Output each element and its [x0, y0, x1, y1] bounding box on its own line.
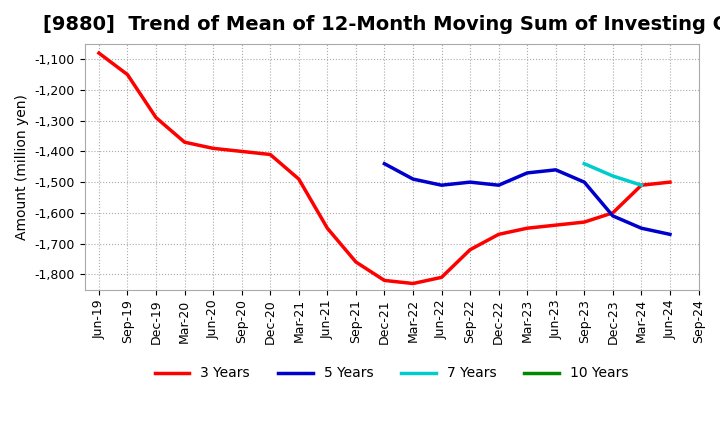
Line: 3 Years: 3 Years: [99, 53, 670, 283]
3 Years: [523, 226, 531, 231]
3 Years: [637, 183, 646, 188]
3 Years: [437, 275, 446, 280]
3 Years: [495, 232, 503, 237]
3 Years: [180, 139, 189, 145]
5 Years: [409, 176, 418, 182]
3 Years: [380, 278, 389, 283]
Y-axis label: Amount (million yen): Amount (million yen): [15, 94, 29, 240]
5 Years: [495, 183, 503, 188]
3 Years: [123, 72, 132, 77]
Legend: 3 Years, 5 Years, 7 Years, 10 Years: 3 Years, 5 Years, 7 Years, 10 Years: [149, 361, 634, 386]
3 Years: [665, 180, 674, 185]
3 Years: [608, 210, 617, 216]
5 Years: [523, 170, 531, 176]
3 Years: [552, 223, 560, 228]
5 Years: [608, 213, 617, 219]
5 Years: [665, 232, 674, 237]
3 Years: [294, 176, 303, 182]
3 Years: [466, 247, 474, 253]
5 Years: [437, 183, 446, 188]
Line: 7 Years: 7 Years: [585, 164, 642, 185]
3 Years: [266, 152, 274, 157]
5 Years: [466, 180, 474, 185]
7 Years: [608, 173, 617, 179]
5 Years: [380, 161, 389, 166]
5 Years: [552, 167, 560, 172]
5 Years: [637, 226, 646, 231]
3 Years: [409, 281, 418, 286]
3 Years: [152, 115, 161, 120]
3 Years: [209, 146, 217, 151]
3 Years: [323, 226, 332, 231]
5 Years: [580, 180, 589, 185]
7 Years: [637, 183, 646, 188]
Title: [9880]  Trend of Mean of 12-Month Moving Sum of Investing CF: [9880] Trend of Mean of 12-Month Moving …: [43, 15, 720, 34]
3 Years: [580, 220, 589, 225]
7 Years: [580, 161, 589, 166]
Line: 5 Years: 5 Years: [384, 164, 670, 235]
3 Years: [238, 149, 246, 154]
3 Years: [94, 51, 103, 56]
3 Years: [351, 259, 360, 264]
